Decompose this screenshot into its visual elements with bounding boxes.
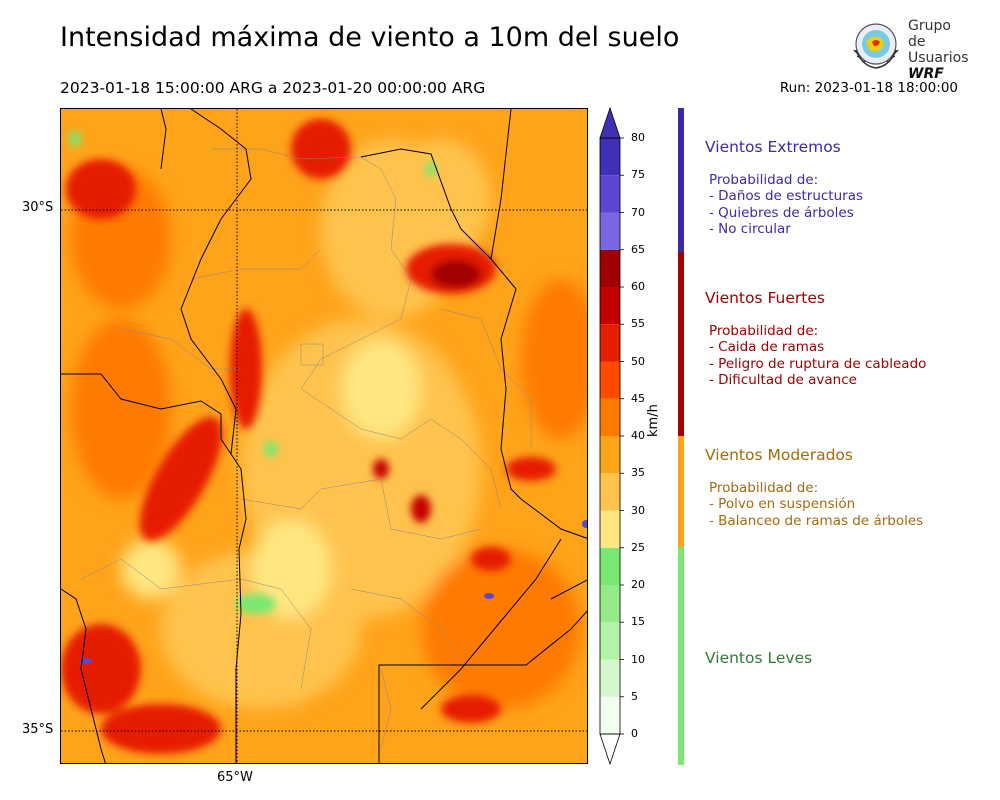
logo-text-line1: Grupo de xyxy=(908,18,951,50)
colorbar-tick-label: 55 xyxy=(631,317,645,331)
category-title: Vientos Extremos xyxy=(705,138,841,156)
colorbar-tick-label: 75 xyxy=(631,168,645,182)
category-description-line: - Daños de estructuras xyxy=(709,188,864,205)
colorbar-unit: km/h xyxy=(646,404,661,437)
lon-label-65w: 65°W xyxy=(217,770,253,785)
category-title: Vientos Leves xyxy=(705,649,813,667)
colorbar-tick-label: 30 xyxy=(631,503,645,517)
category-description-line: - Dificultad de avance xyxy=(709,371,857,388)
colorbar-segment xyxy=(600,212,620,250)
category-title: Vientos Moderados xyxy=(705,446,853,464)
colorbar-tick-label: 40 xyxy=(631,429,645,442)
run-label: Run: 2023-01-18 18:00:00 xyxy=(779,80,958,96)
category-description-line: - Peligro de ruptura de cableado xyxy=(709,355,927,372)
colorbar-tick-label: 35 xyxy=(631,466,645,480)
category-description-line: - Polvo en suspensión xyxy=(709,496,856,513)
page-title: Intensidad máxima de viento a 10m del su… xyxy=(60,22,680,53)
colorbar-tick-label: 15 xyxy=(631,615,645,629)
category-bar xyxy=(678,436,684,547)
colorbar-segment xyxy=(600,398,620,436)
category-title: Vientos Fuertes xyxy=(705,289,825,307)
colorbar-max-arrow xyxy=(599,106,621,139)
category-description-line: Probabilidad de: xyxy=(709,172,819,188)
colorbar-tick-label: 0 xyxy=(631,727,638,740)
category-description-line: - Caida de ramas xyxy=(709,339,825,356)
wind-field xyxy=(61,109,587,763)
colorbar-segment xyxy=(600,622,620,660)
colorbar-min-arrow xyxy=(599,733,621,766)
category-description-line: - No circular xyxy=(709,220,791,237)
colorbar-segment xyxy=(600,473,620,511)
category-description-line: - Balanceo de ramas de árboles xyxy=(709,512,924,529)
colorbar-segment xyxy=(600,510,620,548)
colorbar-segment xyxy=(600,287,620,325)
colorbar-segment xyxy=(600,249,620,287)
category-description-line: - Quiebres de árboles xyxy=(709,204,854,221)
lat-label-30s: 30°S xyxy=(22,200,54,215)
colorbar-tick-label: 25 xyxy=(631,540,645,554)
colorbar-tick-label: 65 xyxy=(631,242,645,256)
colorbar-tick-label: 20 xyxy=(631,578,645,591)
colorbar-segment xyxy=(600,436,620,474)
colorbar-segment xyxy=(600,175,620,213)
colorbar-tick-label: 80 xyxy=(631,131,645,144)
category-description: Probabilidad de: - Caida de ramas - Peligr… xyxy=(709,323,926,388)
logo-text-line2: Usuarios xyxy=(908,50,969,66)
colorbar-tick-label: 60 xyxy=(631,280,645,293)
colorbar-segment xyxy=(600,585,620,623)
category-description-line: Probabilidad de: xyxy=(709,323,819,339)
wind-map xyxy=(60,108,588,764)
colorbar-segment xyxy=(600,696,620,734)
colorbar-segment xyxy=(600,361,620,399)
colorbar-tick-label: 5 xyxy=(631,689,638,703)
colorbar-segment xyxy=(600,659,620,697)
globe-logo-icon xyxy=(853,23,899,69)
colorbar-tick-label: 10 xyxy=(631,652,645,666)
colorbar-segment xyxy=(600,324,620,362)
category-bar xyxy=(678,547,684,765)
lat-label-35s: 35°S xyxy=(22,722,54,737)
logo-text-line3: WRF xyxy=(908,66,944,82)
colorbar-tick-label: 50 xyxy=(631,354,645,368)
category-description-line: Probabilidad de: xyxy=(709,480,819,496)
category-bar xyxy=(678,108,684,252)
colorbar-tick-label: 70 xyxy=(631,205,645,219)
colorbar-segment xyxy=(600,138,620,176)
logo: Grupo de Usuarios WRF xyxy=(848,16,969,82)
category-bar xyxy=(678,252,684,436)
colorbar xyxy=(599,106,624,766)
colorbar-tick-label: 45 xyxy=(631,391,645,405)
category-description: Probabilidad de: - Daños de estructuras - … xyxy=(709,172,863,237)
category-description: Probabilidad de: - Polvo en suspensión - B… xyxy=(709,480,923,529)
period-subtitle: 2023-01-18 15:00:00 ARG a 2023-01-20 00:… xyxy=(60,79,486,97)
colorbar-segment xyxy=(600,547,620,585)
